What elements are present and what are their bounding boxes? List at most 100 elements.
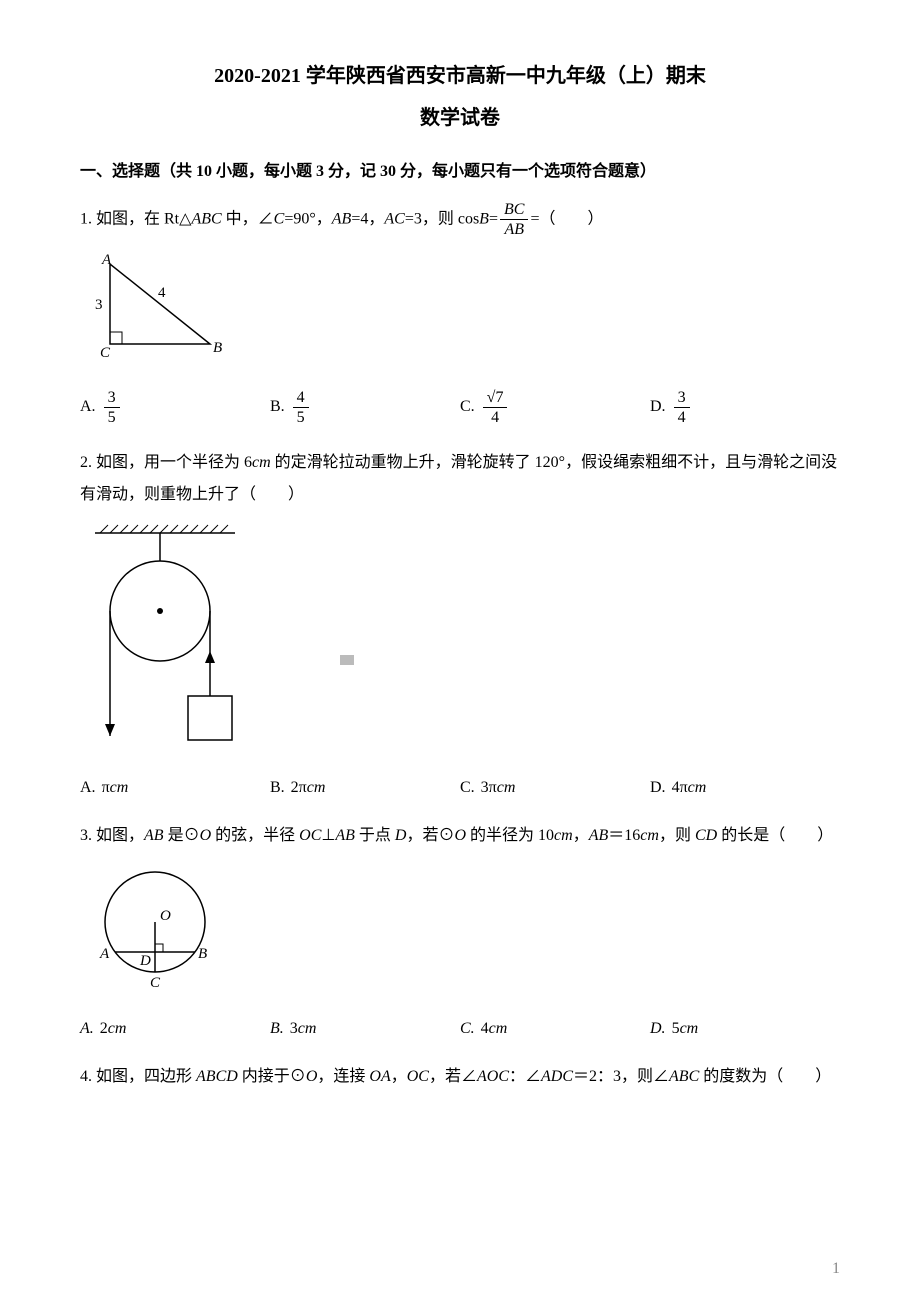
q1-B-den: 5: [293, 408, 309, 427]
q4-abcd: ABCD: [196, 1068, 238, 1085]
q3-t10: ，则: [659, 827, 695, 844]
q1-D-label: D.: [650, 394, 666, 420]
q3-t11: 的长是（ ）: [717, 827, 833, 844]
q3-D-label: D.: [650, 1016, 666, 1042]
q2-text: 2. 如图，用一个半径为 6cm 的定滑轮拉动重物上升，滑轮旋转了 120°，假…: [80, 447, 840, 511]
q1-figure: A 3 4 C B: [80, 249, 840, 373]
q4-t1: 如图，四边形: [96, 1068, 196, 1085]
q1-text: 1. 如图，在 Rt△ABC 中，∠C=90°，AB=4，AC=3，则 cosB…: [80, 200, 840, 239]
q3-num: 3.: [80, 827, 92, 844]
q2-cm1: cm: [252, 454, 271, 471]
q2-C-unit: cm: [497, 775, 516, 801]
q3-label-O: O: [160, 908, 171, 924]
question-3: 3. 如图，AB 是⊙O 的弦，半径 OC⊥AB 于点 D，若⊙O 的半径为 1…: [80, 820, 840, 1041]
q1-frac-den: AB: [500, 220, 528, 239]
q1-C-label: C.: [460, 394, 475, 420]
q1-num: 1.: [80, 210, 92, 227]
q1-D-num: 3: [674, 388, 690, 408]
q1-ac: AC: [384, 210, 404, 227]
q1-label-4: 4: [158, 285, 166, 301]
q1-end: =（ ）: [530, 210, 603, 227]
q4-oc: OC: [407, 1068, 429, 1085]
q2-option-B: B. 2πcm: [270, 775, 460, 801]
q1-mid1: 中，∠: [222, 210, 274, 227]
q1-b: B: [479, 210, 489, 227]
watermark: [340, 655, 354, 665]
q3-A-unit: cm: [108, 1016, 127, 1042]
q1-C-num: √7: [483, 388, 508, 408]
q3-t2: 是⊙: [164, 827, 200, 844]
q2-option-D: D. 4πcm: [650, 775, 840, 801]
q2-option-A: A. πcm: [80, 775, 270, 801]
q3-figure: O A B D C: [80, 862, 840, 1001]
q2-options: A. πcm B. 2πcm C. 3πcm D. 4πcm: [80, 775, 840, 801]
q1-option-A: A. 35: [80, 388, 270, 427]
q4-t4: ，: [391, 1068, 407, 1085]
q2-C-val: 3π: [481, 775, 497, 801]
q1-label-B: B: [213, 340, 222, 356]
q1-C-den: 4: [483, 408, 508, 427]
q1-label-3: 3: [95, 297, 103, 313]
q1-B-num: 4: [293, 388, 309, 408]
q2-pulley: [80, 521, 240, 751]
q2-D-label: D.: [650, 775, 666, 801]
q3-t3: 的弦，半径: [211, 827, 299, 844]
q3-option-C: C. 4cm: [460, 1016, 650, 1042]
title-main: 2020-2021 学年陕西省西安市高新一中九年级（上）期末: [80, 60, 840, 92]
q4-t8: 的度数为（ ）: [699, 1068, 831, 1085]
q3-A-label: A.: [80, 1016, 94, 1042]
q3-D-unit: cm: [680, 1016, 699, 1042]
q1-option-C: C. √74: [460, 388, 650, 427]
q2-B-val: 2π: [291, 775, 307, 801]
q3-oc: OC: [299, 827, 321, 844]
q2-C-label: C.: [460, 775, 475, 801]
question-4: 4. 如图，四边形 ABCD 内接于⊙O，连接 OA，OC，若∠AOC：∠ADC…: [80, 1061, 840, 1093]
q3-t4: ⊥: [321, 827, 335, 844]
q3-ab2: AB: [335, 827, 355, 844]
q3-label-C: C: [150, 975, 161, 991]
q1-mid2: =90°，: [284, 210, 331, 227]
q4-t7: ＝2：3，则∠: [573, 1068, 669, 1085]
q3-cm2: cm: [640, 827, 659, 844]
q3-circle: O A B D C: [80, 862, 230, 992]
q1-A-label: A.: [80, 394, 96, 420]
q1-frac-num: BC: [500, 200, 528, 220]
q3-t7: 的半径为 10: [466, 827, 554, 844]
q3-D-val: 5: [672, 1016, 680, 1042]
q2-t1: 如图，用一个半径为 6: [96, 454, 252, 471]
q3-label-A: A: [99, 946, 110, 962]
q1-mid3: =4，: [351, 210, 384, 227]
q3-C-label: C.: [460, 1016, 475, 1042]
q3-option-A: A. 2cm: [80, 1016, 270, 1042]
q4-aoc: AOC: [477, 1068, 509, 1085]
question-1: 1. 如图，在 Rt△ABC 中，∠C=90°，AB=4，AC=3，则 cosB…: [80, 200, 840, 427]
q1-ab: AB: [332, 210, 352, 227]
q4-o: O: [306, 1068, 318, 1085]
q4-adc: ADC: [541, 1068, 573, 1085]
q2-figure: [80, 521, 840, 760]
q3-B-unit: cm: [298, 1016, 317, 1042]
q3-C-unit: cm: [489, 1016, 508, 1042]
q3-label-B: B: [198, 946, 207, 962]
q3-o1: O: [200, 827, 212, 844]
q4-oa: OA: [369, 1068, 390, 1085]
q1-D-den: 4: [674, 408, 690, 427]
q3-B-label: B.: [270, 1016, 284, 1042]
q1-A-den: 5: [104, 408, 120, 427]
q3-ab3: AB: [589, 827, 609, 844]
q3-t8: ，: [573, 827, 589, 844]
q3-cm1: cm: [554, 827, 573, 844]
q1-option-B: B. 45: [270, 388, 460, 427]
q4-t2: 内接于⊙: [238, 1068, 306, 1085]
q1-A-num: 3: [104, 388, 120, 408]
q2-num: 2.: [80, 454, 92, 471]
q2-B-unit: cm: [307, 775, 326, 801]
q3-d: D: [395, 827, 407, 844]
q3-label-D: D: [139, 953, 151, 969]
q1-B-label: B.: [270, 394, 285, 420]
q2-A-label: A.: [80, 775, 96, 801]
q4-num: 4.: [80, 1068, 92, 1085]
q3-A-val: 2: [100, 1016, 108, 1042]
q2-B-label: B.: [270, 775, 285, 801]
q1-abc: ABC: [191, 210, 221, 227]
